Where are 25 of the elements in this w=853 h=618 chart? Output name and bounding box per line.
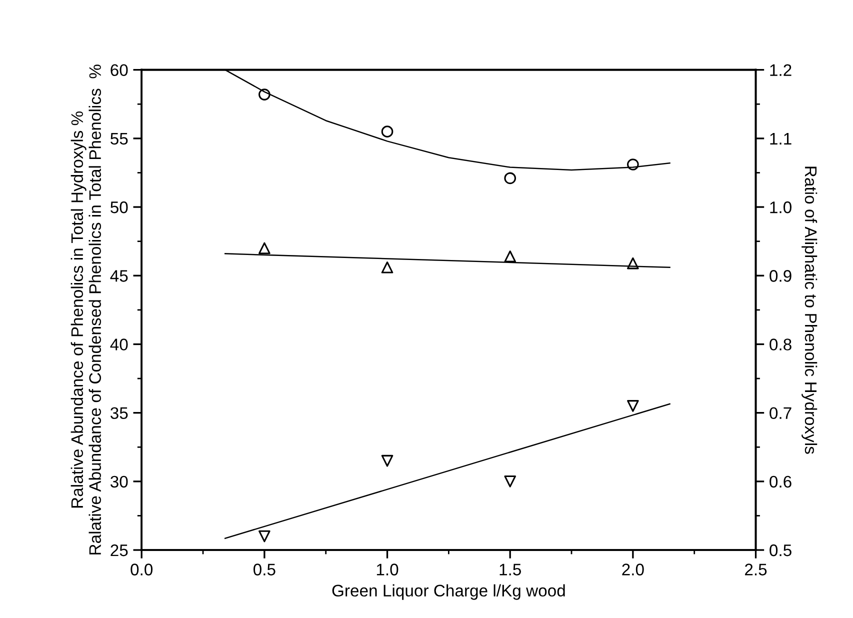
y2-tick-label: 0.9 (770, 270, 792, 282)
x-tick-label: 0.0 (130, 564, 153, 576)
x-tick-label: 2.0 (622, 564, 644, 576)
x-axis-title: Green Liquor Charge l/Kg wood (332, 584, 565, 600)
y-tick-label: 35 (110, 407, 128, 420)
y-tick-label: 30 (110, 476, 128, 488)
y2-tick-label: 0.8 (770, 338, 792, 350)
y2-axis-title: Ratio of Aliphatic to Phenolic Hydroxyls (802, 166, 818, 454)
y-tick-label: 60 (110, 64, 128, 76)
x-tick-label: 2.5 (745, 564, 767, 576)
x-tick-label: 1.0 (376, 564, 398, 576)
y-tick-label: 50 (110, 201, 128, 214)
y-tick-label: 45 (110, 270, 128, 282)
y2-tick-label: 1.2 (770, 64, 792, 76)
x-tick-label: 1.5 (500, 564, 521, 576)
y2-tick-label: 1.1 (770, 133, 792, 144)
y-tick-label: 40 (110, 338, 128, 350)
y2-tick-label: 0.5 (770, 544, 792, 556)
y2-tick-label: 0.7 (770, 407, 792, 420)
x-tick-label: 0.5 (254, 564, 276, 576)
y2-tick-label: 1.0 (770, 201, 792, 214)
y-tick-label: 25 (110, 544, 128, 556)
y-axis-title: Ralative Abundance of Phenolics in Total Hydroxyls % Ralative Abundance of Condensed Phenolics in Total Phenolics % (70, 64, 102, 554)
y-tick-label: 55 (110, 133, 128, 145)
y2-tick-label: 0.6 (770, 476, 792, 488)
